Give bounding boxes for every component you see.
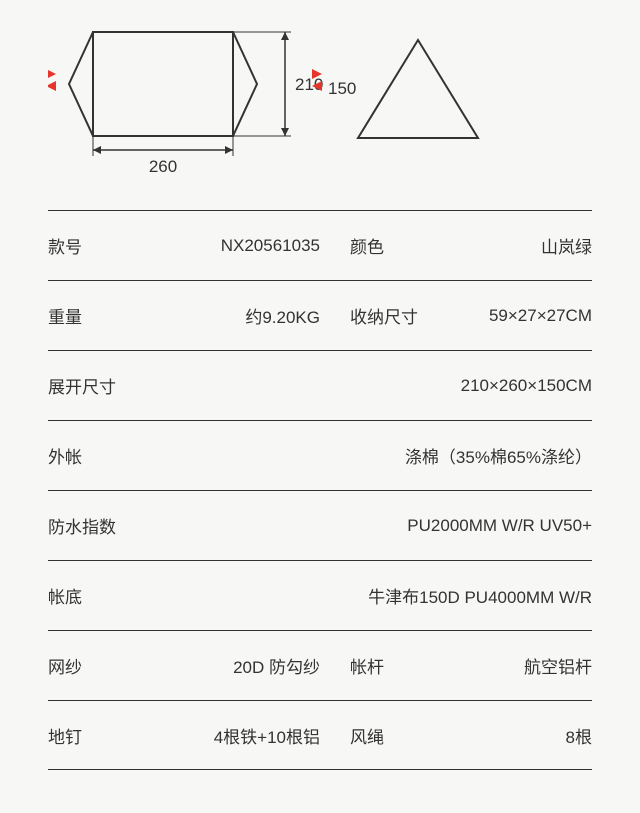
svg-text:260: 260 (149, 157, 177, 176)
spec-row: 帐底 牛津布150D PU4000MM W/R (48, 560, 592, 630)
spec-label: 展开尺寸 (48, 373, 116, 398)
spec-table: 款号 NX20561035 颜色 山岚绿重量 约9.20KG 收纳尺寸 59×27×27CM… (48, 210, 592, 770)
svg-text:150: 150 (328, 79, 356, 98)
spec-row: 防水指数 PU2000MM W/R UV50+ (48, 490, 592, 560)
spec-label: 收纳尺寸 (350, 303, 418, 328)
spec-label: 重量 (48, 303, 82, 328)
spec-label: 颜色 (350, 233, 384, 258)
spec-value: 山岚绿 (541, 233, 592, 258)
spec-value: 涤棉（35%棉65%涤纶） (405, 443, 592, 468)
spec-row: 重量 约9.20KG 收纳尺寸 59×27×27CM (48, 280, 592, 350)
spec-value: 210×260×150CM (461, 376, 592, 396)
spec-label: 款号 (48, 233, 82, 258)
spec-row: 地钉 4根铁+10根铝 风绳 8根 (48, 700, 592, 770)
spec-value: 8根 (566, 723, 592, 748)
spec-value: NX20561035 (221, 236, 320, 256)
spec-row: 展开尺寸 210×260×150CM (48, 350, 592, 420)
spec-value: 航空铝杆 (524, 653, 592, 678)
spec-value: PU2000MM W/R UV50+ (407, 516, 592, 536)
diagram-svg: 260210150 (48, 20, 592, 190)
spec-value: 牛津布150D PU4000MM W/R (368, 583, 592, 608)
spec-label: 帐底 (48, 583, 82, 608)
spec-row: 外帐 涤棉（35%棉65%涤纶） (48, 420, 592, 490)
tent-dimension-diagram: 260210150 (48, 20, 592, 190)
spec-row: 款号 NX20561035 颜色 山岚绿 (48, 210, 592, 280)
spec-label: 风绳 (350, 723, 384, 748)
spec-label: 外帐 (48, 443, 82, 468)
spec-row: 网纱 20D 防勾纱 帐杆 航空铝杆 (48, 630, 592, 700)
spec-value: 约9.20KG (245, 303, 320, 328)
spec-label: 地钉 (48, 723, 82, 748)
spec-value: 59×27×27CM (489, 306, 592, 326)
spec-value: 20D 防勾纱 (233, 653, 320, 678)
spec-label: 帐杆 (350, 653, 384, 678)
spec-label: 防水指数 (48, 513, 116, 538)
spec-value: 4根铁+10根铝 (214, 723, 320, 748)
spec-label: 网纱 (48, 653, 82, 678)
